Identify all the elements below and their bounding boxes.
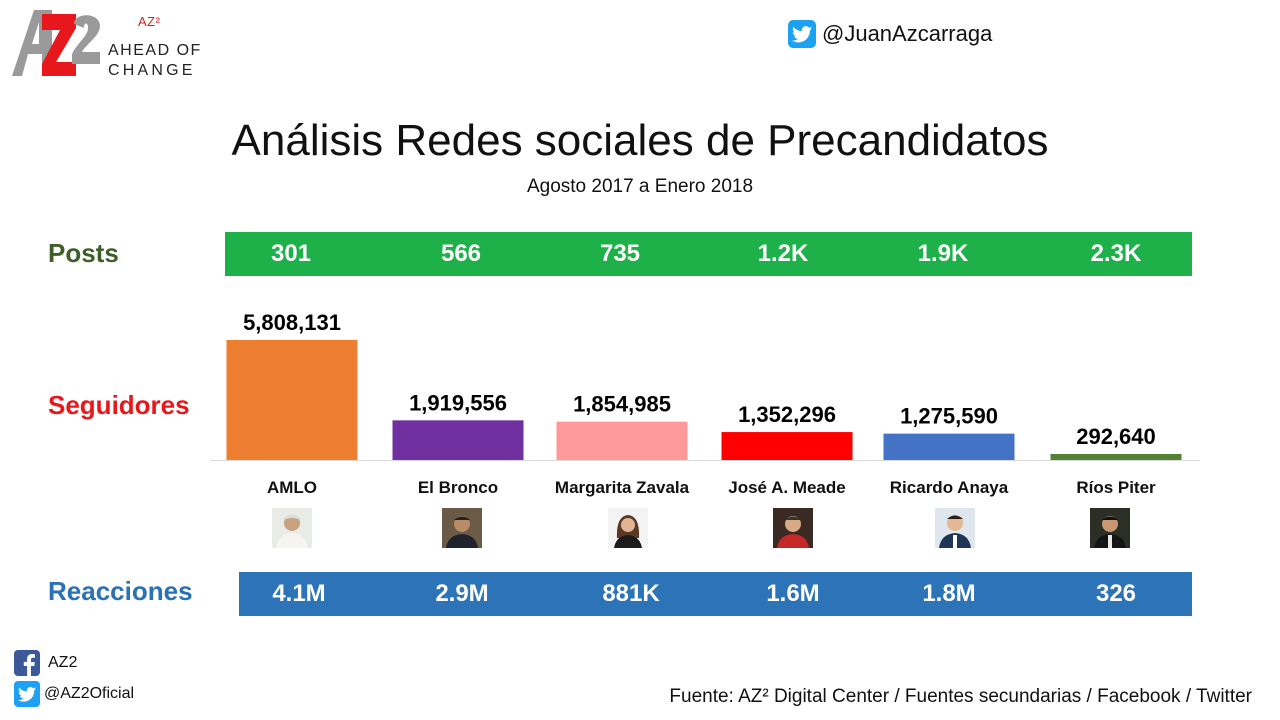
source-note: Fuente: AZ² Digital Center / Fuentes sec…: [669, 686, 1252, 707]
chart-title: Análisis Redes sociales de Precandidatos: [231, 116, 1049, 165]
candidate-name-jose-meade: José A. Meade: [728, 478, 846, 497]
reactions-value-ricardo-anaya: 1.8M: [922, 580, 976, 607]
candidate-photo-jose-meade: [773, 508, 813, 548]
bar-ricardo-anaya: [883, 433, 1015, 460]
posts-value-jose-meade: 1.2K: [757, 240, 809, 267]
posts-value-amlo: 301: [270, 240, 312, 267]
reactions-band: 4.1M 2.9M 881K 1.6M 1.8M 326: [239, 572, 1192, 616]
bar-el-bronco: [392, 420, 524, 460]
candidate-name-amlo: AMLO: [266, 478, 318, 497]
reactions-value-jose-meade: 1.6M: [766, 580, 820, 607]
data-label-rios-piter: 292,640: [1076, 424, 1156, 449]
posts-row-label: Posts: [48, 238, 119, 268]
logo-superscript: AZ²: [138, 14, 161, 29]
reactions-value-el-bronco: 2.9M: [435, 580, 489, 607]
candidate-photo-rios-piter: [1090, 508, 1130, 548]
candidate-name-margarita-zavala: Margarita Zavala: [554, 478, 690, 497]
candidate-name-el-bronco: El Bronco: [417, 478, 499, 497]
posts-value-margarita-zavala: 735: [599, 240, 641, 267]
logo-line-2: CHANGE: [108, 62, 196, 79]
facebook-icon: [14, 650, 40, 676]
data-label-amlo: 5,808,131: [243, 310, 341, 335]
twitter-icon: [788, 20, 816, 48]
posts-value-ricardo-anaya: 1.9K: [917, 240, 969, 267]
footer-twitter-text: @AZ2Oficial: [44, 685, 135, 702]
posts-value-el-bronco: 566: [440, 240, 482, 267]
footer-facebook[interactable]: AZ2: [14, 650, 77, 676]
bar-margarita-zavala: [556, 421, 688, 460]
candidate-name-rios-piter: Ríos Piter: [1076, 478, 1156, 497]
az2-logo-mark: [12, 10, 100, 76]
data-label-margarita-zavala: 1,854,985: [573, 392, 671, 417]
posts-value-rios-piter: 2.3K: [1090, 240, 1142, 267]
candidate-photo-ricardo-anaya: [935, 508, 975, 548]
footer-facebook-text: AZ2: [48, 654, 78, 671]
candidate-photo-margarita-zavala: [608, 508, 648, 548]
reactions-value-amlo: 4.1M: [272, 580, 326, 607]
header-twitter-handle[interactable]: @JuanAzcarraga: [788, 18, 992, 50]
az2-logo: AZ² AHEAD OF CHANGE: [12, 10, 202, 82]
candidate-name-ricardo-anaya: Ricardo Anaya: [889, 478, 1009, 497]
followers-row-label: Seguidores: [48, 390, 190, 420]
bar-amlo: [226, 340, 358, 460]
data-label-ricardo-anaya: 1,275,590: [900, 404, 998, 429]
header-twitter-handle-text: @JuanAzcarraga: [822, 21, 993, 46]
logo-line-1: AHEAD OF: [108, 42, 202, 59]
data-label-el-bronco: 1,919,556: [409, 390, 507, 415]
reactions-value-margarita-zavala: 881K: [602, 580, 660, 607]
candidate-photo-amlo: [272, 508, 312, 548]
data-label-jose-a-meade: 1,352,296: [738, 402, 836, 427]
twitter-icon: [14, 681, 40, 707]
bar-rios-piter: [1050, 453, 1182, 460]
footer-twitter[interactable]: @AZ2Oficial: [14, 681, 134, 707]
bar-jose-a-meade: [721, 432, 853, 460]
candidate-photo-el-bronco: [442, 508, 482, 548]
followers-bar-chart: 5,808,131 1,919,556 1,854,985 1,352,296 1,27…: [210, 310, 1200, 461]
posts-band: 301 566 735 1.2K 1.9K 2.3K: [225, 232, 1192, 276]
reactions-row-label: Reacciones: [48, 576, 193, 606]
reactions-value-rios-piter: 326: [1095, 580, 1137, 607]
chart-subtitle: Agosto 2017 a Enero 2018: [526, 176, 754, 197]
